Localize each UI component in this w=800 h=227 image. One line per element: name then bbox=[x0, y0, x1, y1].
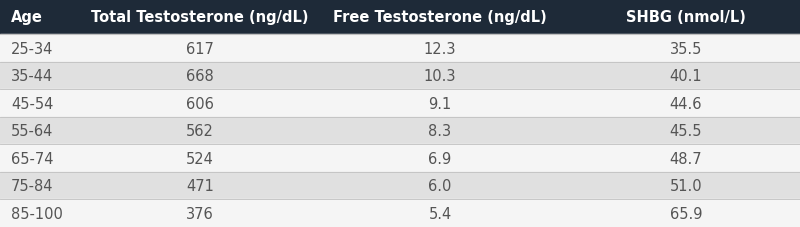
Bar bbox=[0, 0, 800, 35]
Bar bbox=[0, 200, 800, 227]
Text: Total Testosterone (ng/dL): Total Testosterone (ng/dL) bbox=[91, 10, 309, 25]
Text: 471: 471 bbox=[186, 178, 214, 193]
Text: 6.0: 6.0 bbox=[428, 178, 452, 193]
Text: Age: Age bbox=[11, 10, 43, 25]
Text: 524: 524 bbox=[186, 151, 214, 166]
Bar bbox=[0, 117, 800, 145]
Bar bbox=[0, 35, 800, 63]
Text: 25-34: 25-34 bbox=[11, 41, 54, 56]
Text: 75-84: 75-84 bbox=[11, 178, 54, 193]
Bar bbox=[0, 90, 800, 117]
Bar bbox=[0, 172, 800, 200]
Text: SHBG (nmol/L): SHBG (nmol/L) bbox=[626, 10, 746, 25]
Text: 55-64: 55-64 bbox=[11, 124, 54, 138]
Text: 85-100: 85-100 bbox=[11, 206, 63, 221]
Text: 51.0: 51.0 bbox=[670, 178, 702, 193]
Text: 65.9: 65.9 bbox=[670, 206, 702, 221]
Text: 617: 617 bbox=[186, 41, 214, 56]
Text: 45.5: 45.5 bbox=[670, 124, 702, 138]
Text: 35-44: 35-44 bbox=[11, 69, 54, 84]
Text: 45-54: 45-54 bbox=[11, 96, 54, 111]
Text: 9.1: 9.1 bbox=[428, 96, 452, 111]
Text: 5.4: 5.4 bbox=[428, 206, 452, 221]
Text: 40.1: 40.1 bbox=[670, 69, 702, 84]
Text: 606: 606 bbox=[186, 96, 214, 111]
Text: 10.3: 10.3 bbox=[424, 69, 456, 84]
Text: Free Testosterone (ng/dL): Free Testosterone (ng/dL) bbox=[333, 10, 547, 25]
Text: 65-74: 65-74 bbox=[11, 151, 54, 166]
Text: 8.3: 8.3 bbox=[429, 124, 451, 138]
Text: 562: 562 bbox=[186, 124, 214, 138]
Text: 6.9: 6.9 bbox=[428, 151, 452, 166]
Text: 35.5: 35.5 bbox=[670, 41, 702, 56]
Text: 376: 376 bbox=[186, 206, 214, 221]
Bar bbox=[0, 63, 800, 90]
Text: 668: 668 bbox=[186, 69, 214, 84]
Bar bbox=[0, 145, 800, 172]
Text: 44.6: 44.6 bbox=[670, 96, 702, 111]
Text: 48.7: 48.7 bbox=[670, 151, 702, 166]
Text: 12.3: 12.3 bbox=[424, 41, 456, 56]
